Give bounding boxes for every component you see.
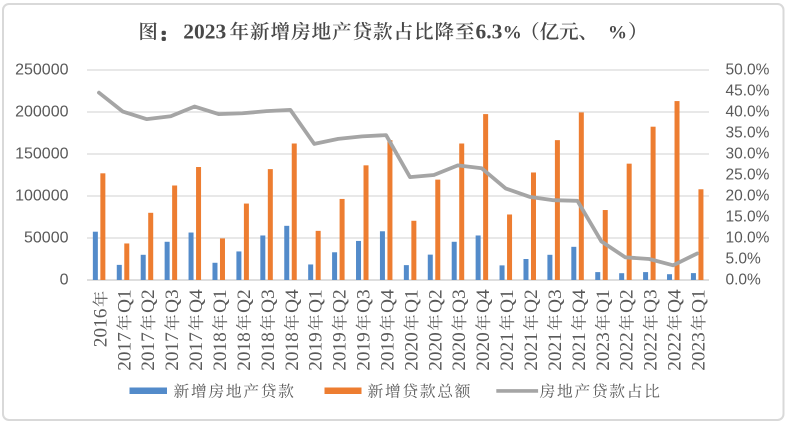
svg-text:Q1: Q1 [401,289,422,313]
svg-text:2021: 2021 [545,332,566,371]
svg-text:2020: 2020 [473,332,494,371]
svg-text:2022: 2022 [665,332,686,371]
svg-text:Q2: Q2 [425,289,446,313]
svg-text:2017: 2017 [186,332,207,371]
svg-text:200000: 200000 [15,104,68,121]
svg-text:Q2: Q2 [521,289,542,313]
svg-text:2019: 2019 [306,332,327,371]
svg-text:2021: 2021 [497,332,518,371]
svg-text:30.0%: 30.0% [726,146,770,163]
svg-text:2023: 2023 [183,20,226,44]
svg-text:2018: 2018 [282,332,303,371]
svg-text:2018: 2018 [210,332,231,371]
svg-text:2020: 2020 [401,332,422,371]
svg-text:2020: 2020 [425,332,446,371]
svg-text:2017: 2017 [138,332,159,371]
svg-text:0: 0 [60,272,69,289]
svg-text:Q3: Q3 [162,289,183,313]
svg-text:Q2: Q2 [138,289,159,313]
svg-text:250000: 250000 [15,62,68,79]
svg-text:2017: 2017 [114,332,135,371]
svg-text:2018: 2018 [234,332,255,371]
svg-text:2020: 2020 [449,332,470,371]
svg-text:Q3: Q3 [545,289,566,313]
svg-text:Q1: Q1 [114,289,135,313]
svg-text:50.0%: 50.0% [726,62,770,79]
svg-text:2019: 2019 [377,332,398,371]
svg-text:%: % [503,23,522,44]
svg-text:%: % [608,23,627,44]
svg-text:45.0%: 45.0% [726,83,770,100]
svg-text:Q4: Q4 [377,289,398,313]
svg-text:2022: 2022 [617,332,638,371]
svg-text:100000: 100000 [15,188,68,205]
svg-text:Q1: Q1 [593,289,614,313]
svg-text:Q2: Q2 [330,289,351,313]
svg-text:0.0%: 0.0% [726,272,762,289]
svg-text:2018: 2018 [258,332,279,371]
svg-text:Q2: Q2 [617,289,638,313]
svg-text:15.0%: 15.0% [726,209,770,226]
svg-text:2019: 2019 [354,332,375,371]
svg-text:Q1: Q1 [306,289,327,313]
svg-text:Q2: Q2 [234,289,255,313]
svg-text:Q3: Q3 [354,289,375,313]
svg-text:2023: 2023 [688,332,709,371]
svg-text:150000: 150000 [15,146,68,163]
svg-text:Q4: Q4 [665,289,686,313]
svg-text:Q4: Q4 [569,289,590,313]
svg-text:40.0%: 40.0% [726,104,770,121]
svg-text:2016: 2016 [90,308,111,347]
svg-text:35.0%: 35.0% [726,125,770,142]
svg-text:Q3: Q3 [449,289,470,313]
svg-text:6.3: 6.3 [476,20,503,44]
svg-text:2019: 2019 [330,332,351,371]
svg-text:Q4: Q4 [186,289,207,313]
svg-text:50000: 50000 [24,230,69,247]
svg-text:2022: 2022 [641,332,662,371]
svg-text:10.0%: 10.0% [726,230,770,247]
svg-text:2021: 2021 [569,332,590,371]
svg-text:2017: 2017 [162,332,183,371]
svg-text:Q1: Q1 [210,289,231,313]
svg-text:25.0%: 25.0% [726,167,770,184]
svg-text:20.0%: 20.0% [726,188,770,205]
svg-text:2023: 2023 [593,332,614,371]
svg-text:Q4: Q4 [282,289,303,313]
svg-text:Q1: Q1 [688,289,709,313]
svg-text:Q3: Q3 [258,289,279,313]
svg-text:2021: 2021 [521,332,542,371]
svg-text:Q3: Q3 [641,289,662,313]
svg-text:Q1: Q1 [497,289,518,313]
svg-text:Q4: Q4 [473,289,494,313]
svg-text:5.0%: 5.0% [726,251,762,268]
